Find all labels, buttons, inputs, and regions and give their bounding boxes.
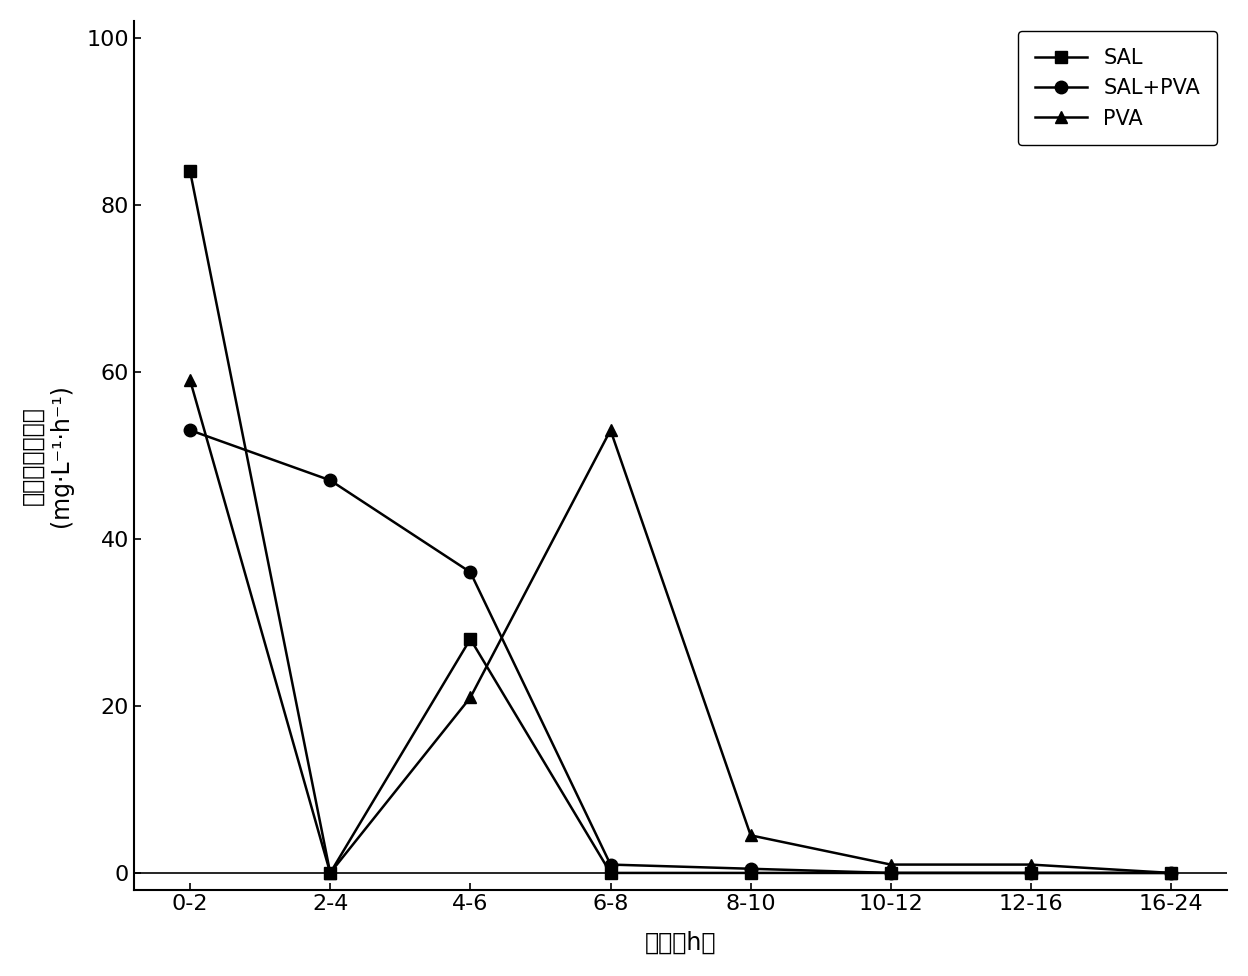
SAL+PVA	[463, 566, 478, 578]
SAL+PVA	[182, 425, 197, 436]
Legend: SAL, SAL+PVA, PVA: SAL, SAL+PVA, PVA	[1018, 31, 1217, 145]
SAL	[1163, 867, 1178, 878]
SAL+PVA	[743, 863, 758, 874]
SAL+PVA	[1023, 867, 1038, 878]
SAL+PVA	[1163, 867, 1178, 878]
Line: SAL: SAL	[183, 165, 1177, 879]
PVA	[1163, 867, 1178, 878]
SAL+PVA	[603, 859, 618, 871]
SAL	[743, 867, 758, 878]
SAL	[323, 867, 338, 878]
SAL+PVA	[323, 474, 338, 486]
PVA	[323, 867, 338, 878]
SAL	[884, 867, 899, 878]
SAL+PVA	[884, 867, 899, 878]
SAL	[1023, 867, 1038, 878]
PVA	[1023, 859, 1038, 871]
PVA	[743, 830, 758, 841]
X-axis label: 时间（h）: 时间（h）	[645, 931, 716, 956]
Line: SAL+PVA: SAL+PVA	[183, 424, 1177, 879]
PVA	[603, 425, 618, 436]
PVA	[182, 374, 197, 386]
SAL	[463, 633, 478, 645]
Line: PVA: PVA	[183, 374, 1177, 879]
PVA	[463, 692, 478, 704]
PVA	[884, 859, 899, 871]
SAL	[603, 867, 618, 878]
Y-axis label: 确态氮去除速率
(mg·L⁻¹·h⁻¹): 确态氮去除速率 (mg·L⁻¹·h⁻¹)	[21, 384, 72, 527]
SAL	[182, 165, 197, 177]
